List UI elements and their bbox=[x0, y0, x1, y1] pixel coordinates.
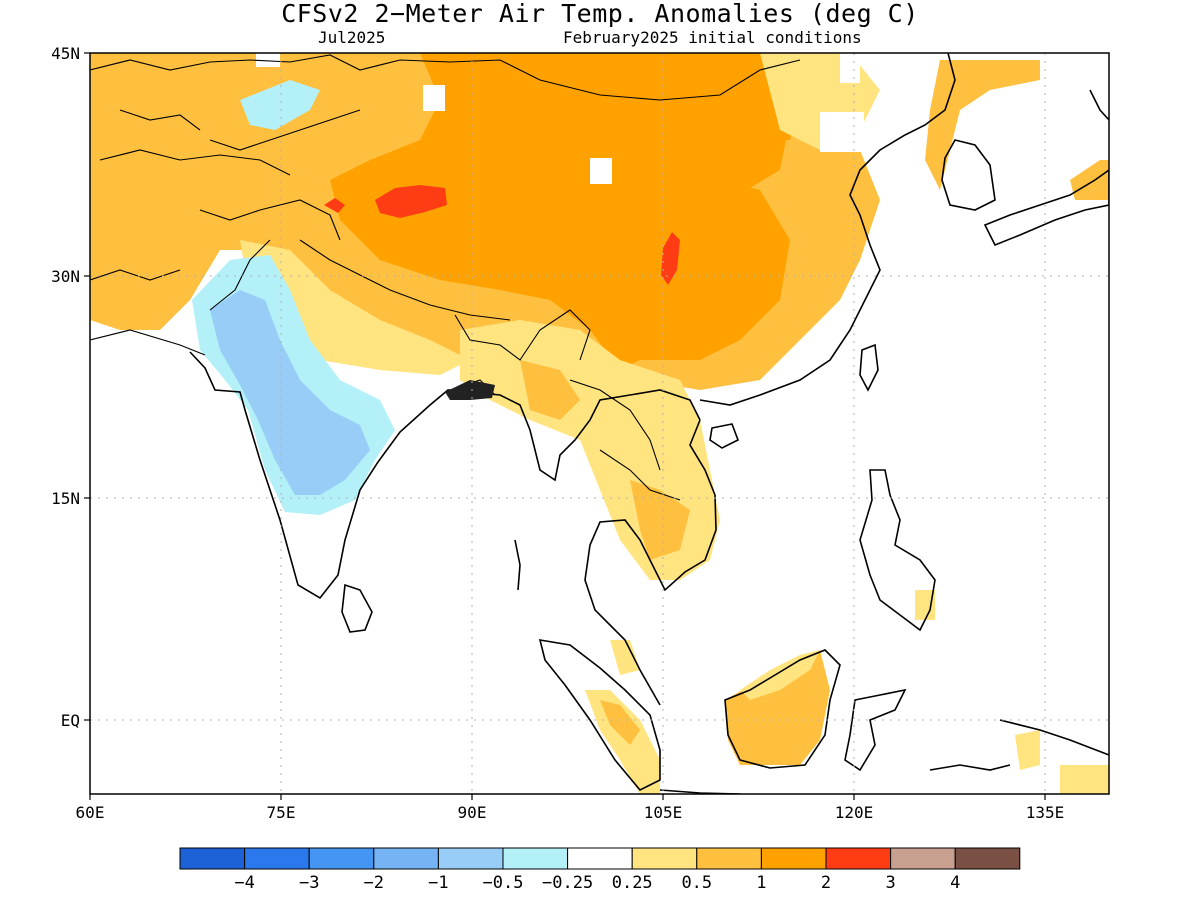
y-tick-eq: EQ bbox=[61, 711, 80, 730]
colorbar-label: −0.5 bbox=[483, 873, 524, 893]
colorbar-swatch bbox=[954, 847, 1021, 870]
colorbar-label: 3 bbox=[885, 873, 895, 893]
anomaly-region-red-sichuan bbox=[661, 232, 680, 285]
x-tick-90e: 90E bbox=[458, 803, 487, 822]
gridlines bbox=[90, 53, 1109, 794]
colorbar-swatch bbox=[179, 847, 246, 870]
initial-conditions: February2025 initial conditions bbox=[563, 28, 862, 47]
colorbar-swatch bbox=[502, 847, 569, 870]
colorbar-label: −3 bbox=[299, 873, 319, 893]
colorbar-label: −0.25 bbox=[542, 873, 593, 893]
forecast-month: Jul2025 bbox=[318, 28, 386, 47]
anomaly-region-yellow-sumatra bbox=[585, 690, 660, 794]
anomaly-region-yellow-borneo-edge bbox=[740, 650, 820, 700]
anomaly-region-yellow-newguinea bbox=[1015, 730, 1040, 770]
colorbar-label: −2 bbox=[364, 873, 384, 893]
axis-ticks bbox=[84, 52, 1046, 800]
anomaly-region-red-kashmir bbox=[324, 198, 345, 213]
map-frame bbox=[89, 52, 1110, 795]
colorbar-label: 0.25 bbox=[612, 873, 653, 893]
country-borders bbox=[90, 54, 801, 501]
colorbar-swatch bbox=[825, 847, 892, 870]
colorbar-swatch bbox=[631, 847, 698, 870]
anomaly-region-red-tibet bbox=[375, 185, 447, 218]
anomaly-region-light-orange-sumatra bbox=[600, 700, 640, 745]
x-tick-120e: 120E bbox=[835, 803, 874, 822]
anomaly-region-light-orange-thailand bbox=[630, 480, 690, 560]
bengal-delta bbox=[445, 380, 495, 400]
x-tick-105e: 105E bbox=[644, 803, 683, 822]
colorbar-swatch bbox=[567, 847, 633, 870]
anomaly-region-light-orange-borneo bbox=[725, 650, 830, 765]
colorbar-label: −1 bbox=[428, 873, 448, 893]
colorbar-label: −4 bbox=[234, 873, 254, 893]
colorbar-label: 4 bbox=[950, 873, 960, 893]
y-tick-30n: 30N bbox=[51, 267, 80, 286]
colorbar-swatch bbox=[308, 847, 375, 870]
y-tick-45n: 45N bbox=[51, 44, 80, 63]
anomaly-region-orange-mongolia bbox=[520, 53, 800, 140]
y-tick-15n: 15N bbox=[51, 489, 80, 508]
colorbar-swatch bbox=[373, 847, 439, 870]
colorbar-label: 1 bbox=[756, 873, 766, 893]
anomaly-region-orange-korea bbox=[925, 60, 1040, 190]
colorbar-swatch bbox=[696, 847, 762, 870]
colorbar: −4 −3 −2 −1 −0.5 −0.25 0.25 0.5 1 2 3 4 bbox=[179, 847, 1021, 893]
anomaly-region-yellow-sulawesi-east bbox=[1060, 765, 1109, 794]
colorbar-swatch bbox=[437, 847, 504, 870]
colorbar-swatch bbox=[890, 847, 956, 870]
colorbar-label: 2 bbox=[821, 873, 831, 893]
anomaly-region-blue-india bbox=[210, 290, 370, 495]
colorbar-label: 0.5 bbox=[681, 873, 712, 893]
x-tick-75e: 75E bbox=[267, 803, 296, 822]
anomaly-region-blue-central-asia bbox=[240, 80, 320, 130]
colorbar-swatch bbox=[244, 847, 310, 870]
anomaly-region-yellow-philippines bbox=[915, 590, 935, 620]
x-tick-60e: 60E bbox=[76, 803, 105, 822]
anomaly-field bbox=[90, 53, 1109, 794]
coastlines bbox=[189, 53, 1109, 794]
x-tick-135e: 135E bbox=[1026, 803, 1065, 822]
colorbar-swatch bbox=[760, 847, 827, 870]
anomaly-region-yellow-malaya bbox=[610, 640, 640, 675]
anomaly-region-light-orange-myanmar bbox=[520, 360, 580, 420]
map-title: CFSv2 2−Meter Air Temp. Anomalies (deg C… bbox=[281, 0, 919, 28]
